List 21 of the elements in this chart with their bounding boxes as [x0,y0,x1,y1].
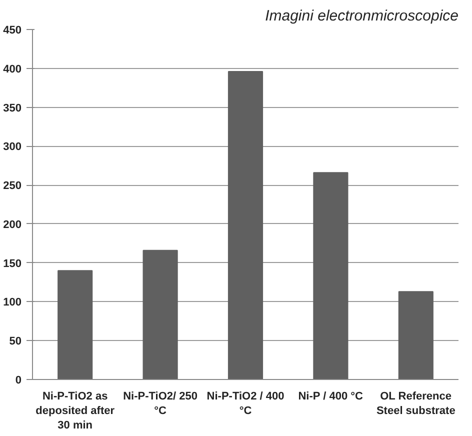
y-tick-label: 0 [15,374,22,386]
bar [142,250,178,380]
y-tick-label: 400 [3,63,22,76]
x-tick-label: OL Reference Steel substrate [376,390,456,417]
y-tick-label: 300 [3,141,22,154]
y-tick-label: 50 [9,336,22,348]
y-tick-label: 200 [3,218,22,231]
y-tick-label: 450 [3,24,22,36]
text: Imagini electronmicroscopice [265,8,459,24]
x-tick-label: Ni-P-TiO2 as deposited after 30 min [36,390,116,432]
bar [398,291,434,380]
y-tick-label: 250 [3,180,22,192]
x-tick-label: Ni-P-TiO2 / 400 °C [206,390,284,417]
bar [58,270,93,380]
y-tick-label: 150 [3,258,22,270]
x-tick-label: Ni-P-TiO2/ 250 °C [123,390,198,417]
y-tick-label: 350 [3,102,22,114]
y-tick-label: 100 [3,296,22,309]
bar [228,71,264,380]
x-tick-label: Ni-P / 400 °C [298,390,364,402]
bar [313,172,348,380]
